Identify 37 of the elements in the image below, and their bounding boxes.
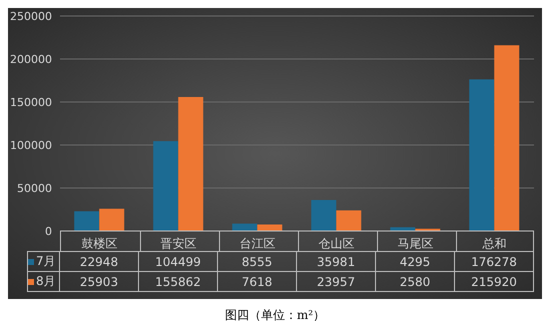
data-label: 4295 <box>376 252 454 272</box>
x-tick-label: 鼓楼区 <box>82 236 118 251</box>
data-label: 35981 <box>296 252 376 272</box>
text: 图四（单位：m²） <box>224 307 326 321</box>
x-tick-label: 马尾区 <box>398 236 434 251</box>
bar <box>257 224 282 231</box>
data-label: 215920 <box>454 272 534 292</box>
data-label: 155862 <box>138 272 218 292</box>
y-tick-label: 100000 <box>10 138 52 152</box>
bar <box>99 208 124 231</box>
y-tick-label: 250000 <box>10 10 52 23</box>
x-tick-label: 台江区 <box>240 236 276 251</box>
data-label: 23957 <box>296 272 376 292</box>
data-label: 7618 <box>218 272 296 292</box>
data-label: 2580 <box>376 272 454 292</box>
y-tick-label: 0 <box>45 224 52 238</box>
bar <box>232 224 258 231</box>
x-tick-label: 仓山区 <box>318 236 354 251</box>
bar <box>469 79 494 231</box>
y-tick-label: 200000 <box>10 52 52 66</box>
data-label: 22948 <box>60 252 138 272</box>
x-tick-label: 晋安区 <box>160 236 196 251</box>
y-tick-label: 150000 <box>10 96 52 109</box>
legend-label: 7月 <box>35 254 56 268</box>
legend-label: 8月 <box>35 274 56 288</box>
data-label: 104499 <box>138 252 218 272</box>
data-label: 8555 <box>218 252 296 272</box>
data-label: 176278 <box>454 252 534 272</box>
bar <box>74 211 100 231</box>
data-label: 25903 <box>60 272 138 292</box>
bar <box>311 200 336 231</box>
y-tick-label: 50000 <box>17 182 52 195</box>
bar <box>153 141 178 231</box>
bar <box>494 45 520 231</box>
bar <box>178 96 204 231</box>
bar <box>336 210 362 231</box>
x-tick-label: 总和 <box>482 236 506 251</box>
